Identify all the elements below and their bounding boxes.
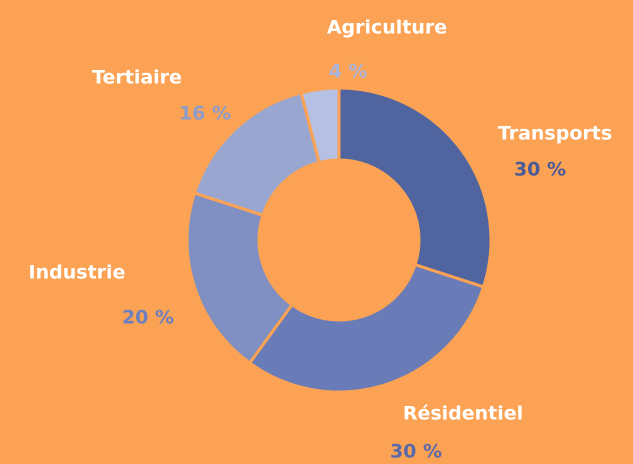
slice-label: Tertiaire [92,67,182,89]
slice-value-label: 30 % [390,441,442,463]
slice-value-label: 30 % [514,159,566,181]
slice-label: Résidentiel [403,403,523,425]
slice-label: Agriculture [327,17,447,39]
slice-value-label: 4 % [329,61,368,83]
slice-value-label: 16 % [179,103,231,125]
donut-slice [247,262,486,394]
donut-slice [185,191,295,366]
slice-label: Transports [498,123,612,145]
donut-slice [337,86,493,289]
slice-value-label: 20 % [122,307,174,329]
slice-label: Industrie [29,262,126,284]
donut-slice [299,86,341,165]
